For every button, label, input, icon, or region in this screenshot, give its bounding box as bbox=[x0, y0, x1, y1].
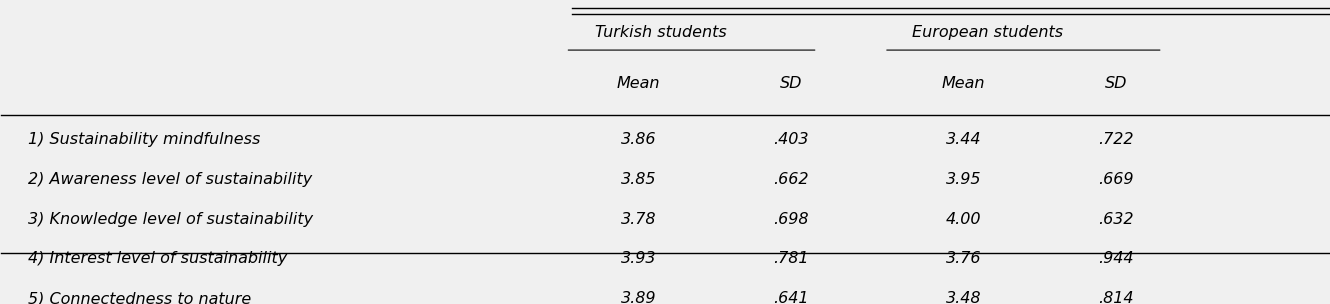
Text: 3) Knowledge level of sustainability: 3) Knowledge level of sustainability bbox=[28, 212, 313, 227]
Text: 3.48: 3.48 bbox=[946, 291, 982, 304]
Text: .403: .403 bbox=[773, 132, 809, 147]
Text: SD: SD bbox=[779, 76, 802, 91]
Text: 3.93: 3.93 bbox=[621, 251, 656, 266]
Text: 4.00: 4.00 bbox=[946, 212, 982, 227]
Text: 3.95: 3.95 bbox=[946, 172, 982, 187]
Text: 2) Awareness level of sustainability: 2) Awareness level of sustainability bbox=[28, 172, 313, 187]
Text: SD: SD bbox=[1105, 76, 1128, 91]
Text: 3.89: 3.89 bbox=[621, 291, 656, 304]
Text: 4) Interest level of sustainability: 4) Interest level of sustainability bbox=[28, 251, 287, 266]
Text: 3.78: 3.78 bbox=[621, 212, 656, 227]
Text: .669: .669 bbox=[1099, 172, 1134, 187]
Text: 1) Sustainability mindfulness: 1) Sustainability mindfulness bbox=[28, 132, 261, 147]
Text: Mean: Mean bbox=[942, 76, 986, 91]
Text: .698: .698 bbox=[773, 212, 809, 227]
Text: .944: .944 bbox=[1099, 251, 1134, 266]
Text: .781: .781 bbox=[773, 251, 809, 266]
Text: 3.86: 3.86 bbox=[621, 132, 656, 147]
Text: .814: .814 bbox=[1099, 291, 1134, 304]
Text: 3.76: 3.76 bbox=[946, 251, 982, 266]
Text: 3.85: 3.85 bbox=[621, 172, 656, 187]
Text: .662: .662 bbox=[773, 172, 809, 187]
Text: Mean: Mean bbox=[617, 76, 660, 91]
Text: .722: .722 bbox=[1099, 132, 1134, 147]
Text: .632: .632 bbox=[1099, 212, 1134, 227]
Text: 5) Connectedness to nature: 5) Connectedness to nature bbox=[28, 291, 251, 304]
Text: European students: European students bbox=[912, 25, 1063, 40]
Text: Turkish students: Turkish students bbox=[595, 25, 728, 40]
Text: 3.44: 3.44 bbox=[946, 132, 982, 147]
Text: .641: .641 bbox=[773, 291, 809, 304]
